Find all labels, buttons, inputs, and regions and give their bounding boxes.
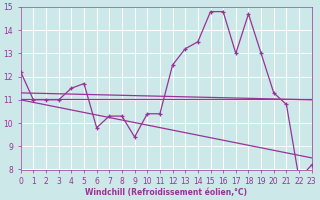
X-axis label: Windchill (Refroidissement éolien,°C): Windchill (Refroidissement éolien,°C) (85, 188, 247, 197)
